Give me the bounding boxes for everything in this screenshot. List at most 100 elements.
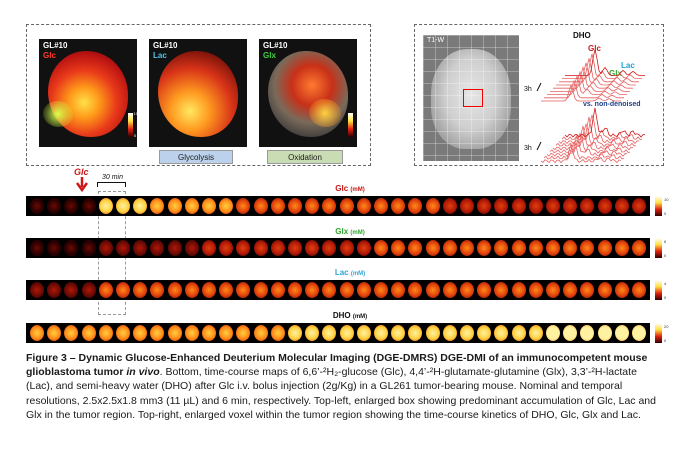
time-frame-cell	[425, 198, 440, 214]
time-frame-cell	[546, 325, 560, 341]
strip-scale-bar	[655, 280, 662, 300]
injection-label: Glc	[74, 167, 89, 177]
spectra-stack-denoised	[541, 49, 645, 102]
time-frame-cell	[81, 325, 96, 341]
kinetic-spectra: DHO Glc Lac Glx 3h vs. non-denoised 3h	[524, 31, 646, 163]
time-frame-cell	[511, 325, 526, 341]
metabolite-maps-panel: GL#10 Glc 10 0 GL#10 Lac GL#10 Glx Glyco…	[26, 24, 371, 166]
time-frame-cell	[167, 240, 182, 256]
time-frame-cell	[288, 240, 302, 256]
time-frame-cell	[408, 198, 423, 214]
time-frame-cell	[339, 240, 354, 256]
time-frame-cell	[614, 282, 629, 298]
strip-scale-min: 0	[664, 253, 667, 258]
strip-scale-max: 20	[664, 324, 669, 329]
time-frame-cell	[494, 198, 509, 214]
caption-body: . Bottom, time-course maps of 6,6’-²H₂-g…	[26, 366, 656, 421]
time-frame-cell	[288, 198, 302, 214]
strip-scale-bar	[655, 323, 662, 343]
time-frame-cell	[374, 240, 388, 256]
time-frame-cell	[167, 325, 182, 341]
glx-map: GL#10 Glx	[259, 39, 357, 147]
caption-lead: Figure 3 – Dynamic Glucose-Enhanced Deut…	[26, 352, 648, 379]
time-frame-cell	[477, 198, 492, 214]
strip-name: Lac	[334, 268, 349, 277]
time-frame-cell	[391, 282, 406, 298]
lac-map: GL#10 Lac	[149, 39, 247, 147]
time-frame-cell	[116, 198, 130, 214]
time-frame-cell	[374, 325, 388, 341]
time-frame-cell	[614, 325, 629, 341]
tumor-voxel-box	[463, 89, 483, 107]
time-frame-cell	[408, 282, 423, 298]
time-frame-cell	[219, 240, 234, 256]
time-frame-cell	[339, 198, 354, 214]
time-frame-cell	[391, 240, 406, 256]
time-frame-cell	[580, 282, 595, 298]
time-frame-cell	[563, 325, 578, 341]
injection-arrow-icon	[75, 177, 89, 193]
time-frame-cell	[64, 282, 79, 298]
time-frame-cell	[580, 325, 595, 341]
strip-name: DHO	[332, 311, 351, 320]
time-frame-cell	[528, 282, 543, 298]
time-frame-cell	[425, 240, 440, 256]
non-denoised-label: vs. non-denoised	[583, 101, 641, 108]
time-frame-cell	[511, 282, 526, 298]
time-frame-cell	[98, 240, 113, 256]
time-frame-cell	[339, 282, 354, 298]
time-frame-cell	[528, 325, 543, 341]
glc-map: GL#10 Glc 10 0	[39, 39, 137, 147]
glycolysis-label: Glycolysis	[159, 150, 233, 164]
time-frame-cell	[253, 325, 268, 341]
time-frame-cell	[47, 282, 62, 298]
time-frame-cell	[494, 325, 509, 341]
time-frame-cell	[391, 198, 406, 214]
time-frame-cell	[167, 282, 182, 298]
time-frame-cell	[528, 198, 543, 214]
time-frame-cell	[339, 325, 354, 341]
time-frame-cell	[202, 198, 216, 214]
time-frame-cell	[81, 240, 96, 256]
strip-name: Glx	[335, 227, 349, 236]
injection-marker: Glc	[74, 167, 89, 193]
time-frame-cell	[98, 198, 113, 214]
time-frame-cell	[133, 325, 148, 341]
time-frame-cell	[47, 325, 62, 341]
scale-max: 10	[133, 111, 137, 116]
time-frame-cell	[253, 282, 268, 298]
time-frame-cell	[288, 325, 302, 341]
time-frame-cell	[184, 282, 199, 298]
time-frame-cell	[116, 282, 130, 298]
glx-label: Glx	[609, 69, 622, 78]
time-frame-cell	[305, 282, 320, 298]
interval-bracket	[97, 182, 126, 187]
time-frame-cell	[580, 240, 595, 256]
time-frame-cell	[442, 240, 457, 256]
mri-label: T1-W	[427, 37, 445, 44]
time-frame-cell	[253, 198, 268, 214]
time-frame-cell	[30, 325, 44, 341]
time-frame-cell	[374, 198, 388, 214]
time-frame-cell	[563, 198, 578, 214]
spectrum-trace	[540, 142, 622, 163]
time-frame-cell	[81, 282, 96, 298]
time-frame-cell	[460, 325, 474, 341]
time-frame-cell	[546, 240, 560, 256]
time-frame-cell	[288, 282, 302, 298]
strip-name: Glc	[335, 184, 349, 193]
time-frame-cell	[563, 282, 578, 298]
time-frame-cell	[425, 325, 440, 341]
scale-min: 0	[133, 133, 136, 138]
strip-unit: (mM)	[350, 271, 366, 277]
time-frame-cell	[64, 198, 79, 214]
time-axis-label: 3h	[524, 86, 532, 93]
spectrum-trace	[541, 84, 621, 102]
spectrum-trace	[544, 79, 624, 99]
time-frame-cell	[133, 240, 148, 256]
time-frame-cell	[47, 240, 62, 256]
time-frame-cell	[322, 198, 337, 214]
time-frame-cell	[632, 325, 646, 341]
oxidation-label: Oxidation	[267, 150, 343, 164]
time-frame-cell	[632, 198, 646, 214]
